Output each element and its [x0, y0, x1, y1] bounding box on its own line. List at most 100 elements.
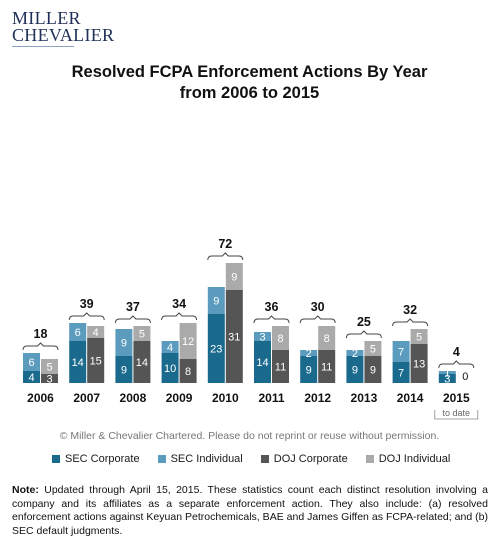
bar-segment [179, 323, 197, 359]
bar-segment [161, 353, 179, 383]
bar-value-label: 4 [93, 327, 99, 339]
total-label: 37 [126, 300, 140, 314]
x-tick-label: 2012 [304, 391, 331, 405]
bar-value-label: 9 [306, 365, 312, 377]
bar-value-label: 15 [90, 356, 102, 368]
bar-segment [346, 350, 364, 356]
total-brace [392, 318, 429, 327]
total-brace [114, 315, 151, 324]
total-brace [161, 312, 198, 321]
total-brace [253, 315, 290, 324]
bar-value-label: 9 [231, 272, 237, 284]
bar-value-label: 0 [462, 371, 468, 383]
chart-title-line-2: from 2006 to 2015 [179, 84, 320, 102]
bar-value-label: 9 [121, 338, 127, 350]
x-tick-label: 2013 [351, 391, 378, 405]
bar-segment [161, 341, 179, 353]
bar-value-label: 14 [256, 357, 268, 369]
bar-segment [225, 290, 243, 383]
bar-segment [69, 323, 87, 341]
bar-segment [438, 371, 456, 374]
legend-swatch [157, 455, 166, 463]
total-brace [207, 252, 244, 261]
bar-segment [364, 356, 382, 383]
bar-value-label: 9 [121, 365, 127, 377]
bar-value-label: 6 [28, 357, 34, 369]
total-label: 30 [311, 300, 325, 314]
bar-segment [115, 329, 133, 356]
logo-line-2: CHEVALIER [12, 25, 115, 45]
bar-value-label: 6 [75, 327, 81, 339]
bar-value-label: 5 [139, 329, 145, 341]
bar-segment [300, 356, 318, 383]
bar-segment [254, 332, 271, 341]
x-tick-label: 2015 [443, 391, 470, 405]
x-tick-label: 2014 [397, 391, 424, 405]
bar-segment [41, 359, 58, 374]
total-brace [299, 315, 336, 324]
bar-value-label: 7 [398, 368, 404, 380]
logo: MILLER CHEVALIER [12, 8, 115, 45]
logo-line-1: MILLER [12, 8, 81, 28]
total-label: 39 [80, 297, 94, 311]
bar-segment [133, 326, 151, 341]
bar-segment [392, 341, 410, 362]
bar-value-label: 11 [321, 362, 332, 374]
total-brace [345, 330, 382, 339]
chart-area: 4635182006146154392007991453720081048123… [22, 237, 479, 420]
legend-item-sec-individual: SEC Individual [157, 453, 243, 465]
total-label: 32 [403, 303, 417, 317]
x-tick-label: 2006 [27, 391, 54, 405]
bar-value-label: 14 [136, 357, 148, 369]
legend-item-doj-individual: DOJ Individual [365, 453, 451, 465]
bar-value-label: 8 [277, 333, 283, 345]
bar-value-label: 31 [228, 332, 240, 344]
legend-label: DOJ Individual [378, 453, 451, 465]
bar-value-label: 14 [72, 357, 84, 369]
footnote-label: Note: [12, 484, 39, 496]
bar-segment [364, 341, 382, 356]
bar-segment [410, 344, 428, 383]
bar-segment [69, 341, 87, 383]
footnote-text: Updated through April 15, 2015. These st… [12, 484, 488, 537]
x-tick-label: 2011 [258, 391, 284, 405]
total-brace [22, 342, 59, 351]
bar-segment [87, 338, 105, 383]
total-label: 25 [357, 315, 371, 329]
bar-segment [346, 356, 364, 383]
bar-value-label: 23 [210, 344, 222, 356]
bar-value-label: 8 [185, 366, 191, 378]
bar-value-label: 8 [324, 333, 330, 345]
total-label: 18 [34, 327, 48, 341]
footnote: Note: Updated through April 15, 2015. Th… [12, 484, 488, 538]
bar-segment [133, 341, 151, 383]
bar-value-label: 11 [275, 362, 286, 374]
x-tick-label: 2010 [212, 391, 239, 405]
legend-swatch [365, 455, 374, 463]
bar-value-label: 5 [46, 362, 52, 374]
bar-value-label: 2 [352, 348, 358, 360]
total-label: 34 [172, 297, 186, 311]
bar-segment [115, 356, 133, 383]
bar-value-label: 9 [370, 365, 376, 377]
bar-value-label: 10 [164, 363, 176, 375]
legend-item-doj-corporate: DOJ Corporate [260, 453, 348, 465]
bar-segment [87, 326, 105, 338]
bar-value-label: 12 [182, 336, 194, 348]
x-tick-sublabel-bracket [434, 410, 479, 420]
x-tick-sublabel: to date [443, 408, 471, 418]
total-label: 4 [453, 345, 460, 359]
bar-segment [272, 350, 289, 383]
legend-label: DOJ Corporate [273, 453, 348, 465]
bar-segment [207, 287, 225, 314]
bar-value-label: 1 [444, 368, 450, 380]
x-tick-label: 2009 [166, 391, 193, 405]
chart-title-line-1: Resolved FCPA Enforcement Actions By Yea… [71, 63, 428, 81]
bar-value-label: 4 [28, 372, 34, 384]
bar-segment [23, 353, 40, 371]
bar-segment [392, 362, 410, 383]
bar-value-label: 3 [444, 374, 450, 386]
bar-value-label: 7 [398, 347, 404, 359]
total-brace [438, 360, 475, 369]
bar-value-label: 9 [352, 365, 358, 377]
